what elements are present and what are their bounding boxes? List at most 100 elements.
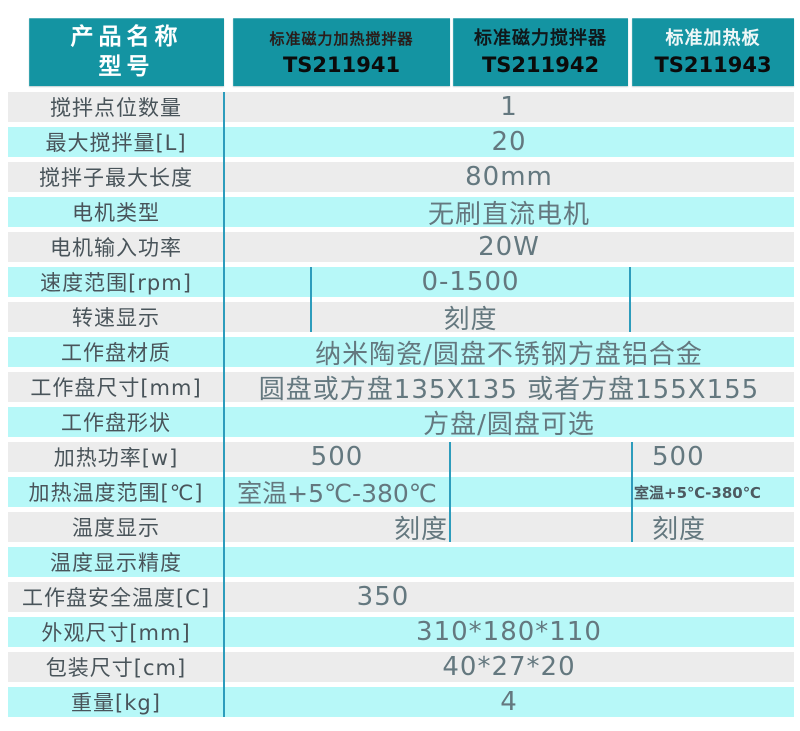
spec-row-label: 速度范围[rpm] [40,271,192,295]
spec-row-values: 310*180*110 [224,617,794,647]
spec-row-label: 工作盘安全温度[C] [21,586,211,610]
spec-row: 工作盘形状 方盘/圆盘可选 [8,407,794,440]
spec-value-cell: 80mm [465,162,553,192]
spec-row-values: 圆盘或方盘135X135 或者方盘155X155 [224,372,794,405]
spec-row-values [224,547,794,577]
product-model: TS211942 [481,53,600,77]
spec-row: 包装尺寸[cm] 40*27*20 [8,652,794,682]
product-name: 标准磁力加热搅拌器 [269,30,414,48]
spec-row-label: 加热功率[w] [53,446,179,470]
spec-row: 速度范围[rpm] 0-1500 [8,267,794,297]
spec-value-cell [224,267,311,297]
spec-row-values: 纳米陶瓷/圆盘不锈钢方盘铝合金 [224,337,794,370]
product-name: 标准加热板 [665,28,761,49]
spec-row-values: 无刷直流电机 [224,197,794,230]
spec-value-cell: 室温+5℃-380℃ [237,479,437,508]
spec-value-cell: 350 [356,582,410,612]
spec-value-cell: 40*27*20 [442,652,576,682]
spec-row-values: 20W [224,232,794,262]
table-corner-header: 产品名称 型号 [29,18,224,86]
spec-value-cell: 圆盘或方盘135X135 或者方盘155X155 [258,374,760,405]
product-header-ts211943: 标准加热板 TS211943 [632,18,794,86]
spec-value-cell: 无刷直流电机 [427,199,590,230]
spec-value-cell: 室温+5℃-380℃ [634,483,761,502]
spec-value-cell [224,547,794,577]
spec-row-label: 转速显示 [72,306,160,330]
spec-row-values: 1 [224,92,794,122]
label-column-divider-line [223,92,225,717]
spec-row-label: 最大搅拌量[L] [45,131,187,155]
spec-row-label: 加热温度范围[℃] [28,481,204,505]
spec-row: 转速显示 刻度 [8,302,794,335]
spec-value-cell [450,442,630,472]
spec-row-label: 搅拌子最大长度 [39,166,193,190]
spec-value-cell: 1 [500,92,518,122]
spec-row-label: 电机输入功率 [50,236,182,260]
spec-row: 工作盘安全温度[C] 350 [8,582,794,612]
spec-row: 工作盘尺寸[mm] 圆盘或方盘135X135 或者方盘155X155 [8,372,794,405]
spec-row-values: 0-1500 [224,267,794,297]
spec-value-cell: 刻度 [393,514,448,545]
heat-rows-divider-line-right [631,442,633,542]
spec-row: 工作盘材质 纳米陶瓷/圆盘不锈钢方盘铝合金 [8,337,794,370]
spec-row-label: 温度显示精度 [50,551,182,575]
spec-row-label: 工作盘尺寸[mm] [30,376,202,400]
spec-row: 外观尺寸[mm] 310*180*110 [8,617,794,647]
spec-value-cell: 20W [478,232,540,262]
spec-row: 电机类型 无刷直流电机 [8,197,794,230]
spec-row: 搅拌子最大长度 80mm [8,162,794,192]
spec-row-values: 350 [224,582,794,612]
spec-value-cell: 0-1500 [421,267,520,297]
product-header-ts211941: 标准磁力加热搅拌器 TS211941 [233,18,450,86]
spec-value-cell [630,267,794,297]
spec-row: 温度显示精度 [8,547,794,577]
product-name: 标准磁力搅拌器 [474,28,607,49]
spec-value-cell: 500 [310,442,364,472]
spec-row-label: 工作盘材质 [61,341,171,365]
spec-row-values: 方盘/圆盘可选 [224,407,794,440]
spec-value-cell: 500 [652,442,705,472]
spec-row: 加热功率[w] 500 500 [8,442,794,472]
spec-row: 最大搅拌量[L] 20 [8,127,794,157]
spec-value-cell: 刻度 [652,514,707,545]
product-header-ts211942: 标准磁力搅拌器 TS211942 [453,18,628,86]
heat-rows-divider-line-left [449,442,451,542]
spec-value-cell: 4 [500,687,518,717]
spec-value-cell: 纳米陶瓷/圆盘不锈钢方盘铝合金 [315,339,703,370]
spec-value-cell: 方盘/圆盘可选 [423,409,595,440]
spec-row-values: 40*27*20 [224,652,794,682]
spec-row: 加热温度范围[℃] 室温+5℃-380℃ 室温+5℃-380℃ [8,477,794,508]
spec-row-values: 室温+5℃-380℃ 室温+5℃-380℃ [224,477,794,508]
spec-value-cell: 310*180*110 [416,617,602,647]
product-model: TS211941 [282,53,401,77]
product-model: TS211943 [654,53,772,77]
spec-row-values: 刻度 [224,302,794,335]
spec-row-values: 500 500 [224,442,794,472]
spec-value-cell [630,302,794,332]
spec-row-values: 80mm [224,162,794,192]
spec-row: 重量[kg] 4 [8,687,794,717]
spec-row: 温度显示 刻度 刻度 [8,512,794,545]
spec-row-label: 包装尺寸[cm] [45,656,187,680]
spec-table-body: 搅拌点位数量 1 最大搅拌量[L] 20 搅拌子最大长度 80mm 电机类型 无刷直流电机 电机… [8,92,794,722]
spec-row-values: 刻度 刻度 [224,512,794,545]
spec-row-label: 重量[kg] [71,691,161,715]
spec-value-cell: 刻度 [443,304,498,335]
spec-row-values: 4 [224,687,794,717]
spec-value-cell [450,477,630,507]
spec-row: 搅拌点位数量 1 [8,92,794,122]
spec-value-cell [224,302,311,332]
spec-value-cell: 20 [491,127,527,157]
spec-value-cell [450,512,630,542]
speed-rows-divider-line-right [629,267,631,332]
spec-row: 电机输入功率 20W [8,232,794,262]
spec-row-label: 电机类型 [72,201,160,225]
speed-rows-divider-line-left [310,267,312,332]
spec-row-label: 温度显示 [72,516,160,540]
spec-row-values: 20 [224,127,794,157]
corner-title-line1: 产品名称 [70,24,183,50]
spec-row-label: 外观尺寸[mm] [41,621,191,645]
spec-row-label: 工作盘形状 [61,411,171,435]
spec-row-label: 搅拌点位数量 [50,96,182,120]
